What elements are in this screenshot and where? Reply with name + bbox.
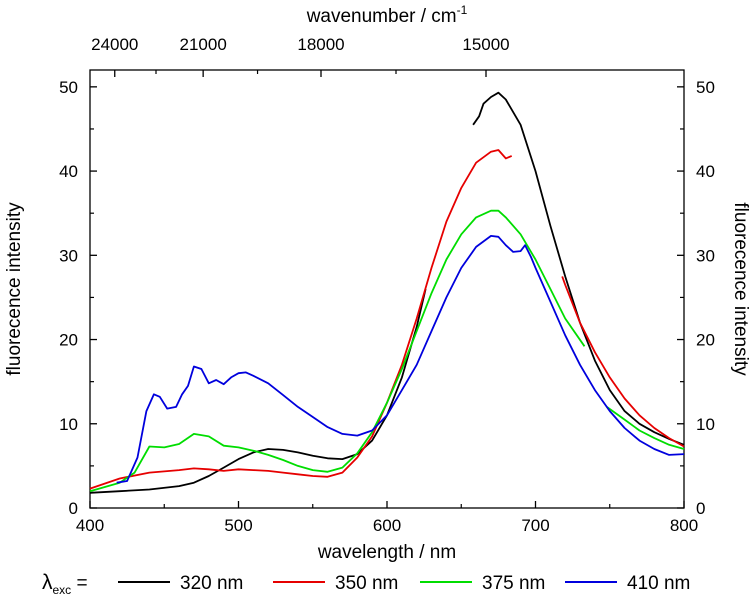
y-tick-label-right: 30 (696, 246, 715, 265)
top-axis-title: wavenumber / cm-1 (306, 3, 468, 27)
y-axis-title-right: fluorecence intensity (730, 202, 751, 376)
top-tick-label: 24000 (91, 35, 138, 54)
x-tick-label: 600 (373, 516, 401, 535)
series-line (472, 91, 685, 446)
y-tick-label-left: 40 (59, 162, 78, 181)
x-tick-label: 700 (521, 516, 549, 535)
series-line (561, 276, 685, 448)
y-axis-title: fluorecence intensity (4, 202, 25, 376)
y-tick-label-left: 30 (59, 246, 78, 265)
y-tick-label-right: 40 (696, 162, 715, 181)
y-tick-label-left: 20 (59, 331, 78, 350)
y-tick-label-left: 0 (69, 499, 78, 518)
legend-prefix: λexc = (42, 571, 88, 597)
y-tick-label-left: 50 (59, 78, 78, 97)
legend-label: 350 nm (335, 573, 398, 594)
legend-label: 375 nm (482, 573, 545, 594)
legend-label: 320 nm (180, 573, 243, 594)
y-tick-label-right: 50 (696, 78, 715, 97)
top-tick-label: 18000 (297, 35, 344, 54)
axis-ticks (89, 70, 685, 509)
plot-frame (89, 69, 685, 509)
y-tick-label-right: 10 (696, 415, 715, 434)
y-tick-label-left: 10 (59, 415, 78, 434)
y-tick-label-right: 20 (696, 331, 715, 350)
series-line (116, 235, 685, 484)
x-tick-label: 400 (76, 516, 104, 535)
series-line (89, 209, 586, 493)
x-axis-title: wavelength / nm (317, 542, 456, 563)
series-line (89, 149, 513, 490)
top-tick-label: 15000 (462, 35, 509, 54)
series-line (606, 406, 685, 450)
y-tick-label-right: 0 (696, 499, 705, 518)
x-tick-label: 800 (670, 516, 698, 535)
x-tick-label: 500 (224, 516, 252, 535)
series-layer (89, 91, 685, 494)
legend: λexc = 320 nm 350 nm 375 nm 410 nm (42, 571, 690, 597)
series-line (89, 288, 427, 494)
legend-label: 410 nm (627, 573, 690, 594)
top-tick-label: 21000 (180, 35, 227, 54)
